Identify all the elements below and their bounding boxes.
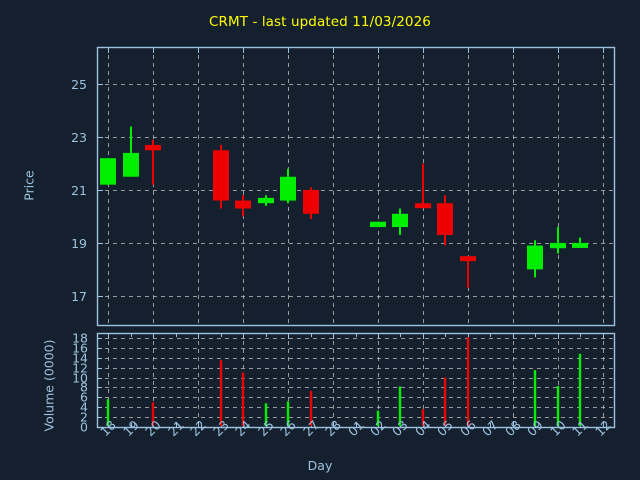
svg-text:07: 07: [479, 417, 501, 439]
svg-text:26: 26: [277, 417, 299, 439]
volume-gridlines: [97, 333, 614, 427]
svg-text:05: 05: [434, 417, 456, 439]
svg-text:03: 03: [389, 417, 411, 439]
svg-text:19: 19: [71, 236, 87, 251]
svg-text:04: 04: [412, 417, 434, 439]
volume-axis-frame: [96, 332, 616, 429]
svg-text:23: 23: [71, 130, 87, 145]
svg-text:17: 17: [71, 289, 87, 304]
svg-text:06: 06: [457, 417, 479, 439]
svg-text:2: 2: [80, 410, 88, 425]
svg-text:01: 01: [345, 417, 367, 439]
volume-bar-series: [106, 336, 582, 426]
svg-text:12: 12: [592, 417, 614, 439]
svg-text:19: 19: [120, 417, 142, 439]
svg-text:23: 23: [210, 417, 232, 439]
svg-text:25: 25: [71, 77, 87, 92]
svg-text:09: 09: [524, 417, 546, 439]
x-axis-label-day: Day: [307, 458, 333, 473]
candlestick-series: [100, 126, 588, 288]
x-tick-labels: 18 19 20 21 22 23 24 25 26 27 28 01 02 03 04 05 06 07 08 09…: [97, 417, 614, 439]
svg-text:28: 28: [322, 417, 344, 439]
svg-text:25: 25: [255, 417, 277, 439]
svg-text:27: 27: [300, 417, 322, 439]
svg-text:10: 10: [547, 417, 569, 439]
svg-text:16: 16: [72, 341, 88, 356]
svg-text:12: 12: [72, 361, 88, 376]
svg-text:14: 14: [72, 351, 88, 366]
svg-text:08: 08: [502, 417, 524, 439]
svg-text:18: 18: [72, 331, 88, 346]
svg-text:20: 20: [142, 417, 164, 439]
svg-text:10: 10: [72, 371, 88, 386]
svg-text:8: 8: [80, 380, 88, 395]
svg-text:4: 4: [80, 400, 88, 415]
svg-text:11: 11: [569, 417, 591, 439]
price-gridlines: [97, 47, 614, 325]
svg-text:21: 21: [71, 183, 87, 198]
svg-text:21: 21: [165, 417, 187, 439]
chart-title: CRMT - last updated 11/03/2026: [208, 14, 432, 30]
price-tick-labels: 25 23 21 19 17: [71, 77, 87, 304]
svg-text:24: 24: [232, 417, 254, 439]
svg-text:18: 18: [97, 417, 119, 439]
svg-text:6: 6: [80, 390, 88, 405]
price-axis-frame: [96, 46, 616, 327]
svg-text:0: 0: [80, 420, 88, 435]
svg-text:22: 22: [187, 417, 209, 439]
svg-text:02: 02: [367, 417, 389, 439]
